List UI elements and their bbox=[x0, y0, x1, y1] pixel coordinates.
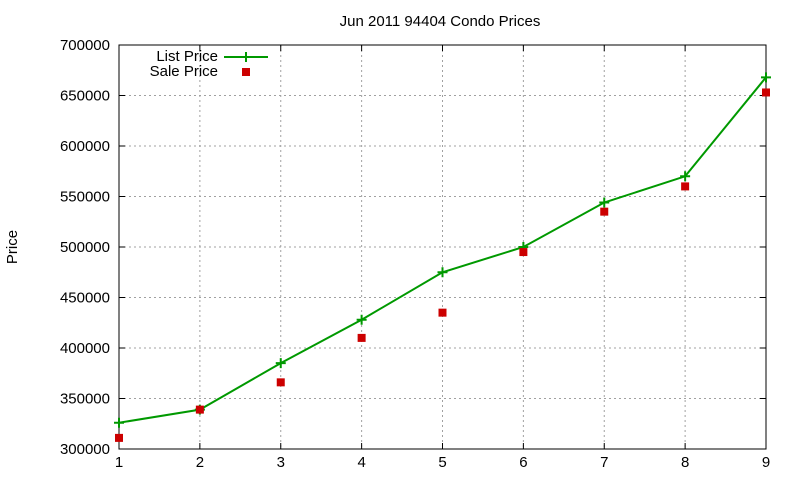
x-tick-label: 4 bbox=[357, 454, 365, 471]
list-price-point bbox=[356, 314, 367, 325]
sale-price-point bbox=[762, 88, 770, 97]
sale-price-point bbox=[115, 433, 123, 442]
y-tick-label: 300000 bbox=[60, 441, 110, 458]
y-tick-label: 550000 bbox=[60, 189, 110, 206]
y-tick-label: 500000 bbox=[60, 239, 110, 256]
sale-price-point bbox=[276, 378, 285, 387]
x-tick-label: 8 bbox=[681, 454, 689, 471]
x-tick-label: 1 bbox=[115, 454, 123, 471]
list-price-point bbox=[275, 358, 286, 369]
x-tick-label: 9 bbox=[762, 454, 770, 471]
data-series bbox=[114, 72, 771, 442]
y-tick-label: 600000 bbox=[60, 138, 110, 155]
list-price-point bbox=[599, 197, 610, 208]
list-price-point bbox=[680, 171, 691, 182]
legend-label-list-price: List Price bbox=[156, 48, 218, 65]
chart-title: Jun 2011 94404 Condo Prices bbox=[340, 13, 541, 30]
x-tick-label: 7 bbox=[600, 454, 608, 471]
y-tick-label: 400000 bbox=[60, 340, 110, 357]
y-tick-label: 700000 bbox=[60, 37, 110, 54]
x-tick-label: 3 bbox=[277, 454, 285, 471]
y-tick-label: 350000 bbox=[60, 391, 110, 408]
x-tick-label: 2 bbox=[196, 454, 204, 471]
legend-swatch-sale-price bbox=[242, 68, 250, 76]
sale-price-point bbox=[438, 308, 447, 317]
sale-price-point bbox=[681, 182, 690, 191]
x-tick-label: 5 bbox=[438, 454, 446, 471]
y-axis-label: Price bbox=[4, 230, 21, 264]
y-tick-label: 450000 bbox=[60, 290, 110, 307]
sale-price-point bbox=[600, 207, 609, 216]
legend-label-sale-price: Sale Price bbox=[150, 63, 218, 80]
sale-price-point bbox=[195, 405, 204, 414]
sale-price-point bbox=[519, 248, 528, 257]
list-price-point bbox=[761, 72, 771, 83]
y-tick-label: 650000 bbox=[60, 88, 110, 105]
list-price-point bbox=[114, 417, 124, 428]
legend-swatch-list-price-marker bbox=[241, 52, 251, 62]
grid-lines bbox=[119, 45, 766, 449]
list-price-point bbox=[437, 267, 448, 278]
x-tick-label: 6 bbox=[519, 454, 527, 471]
sale-price-point bbox=[357, 333, 366, 342]
axis-ticks: 1 2 3 4 5 6 7 8 9 300000 350000 400000 450000 500000 5… bbox=[60, 37, 770, 471]
